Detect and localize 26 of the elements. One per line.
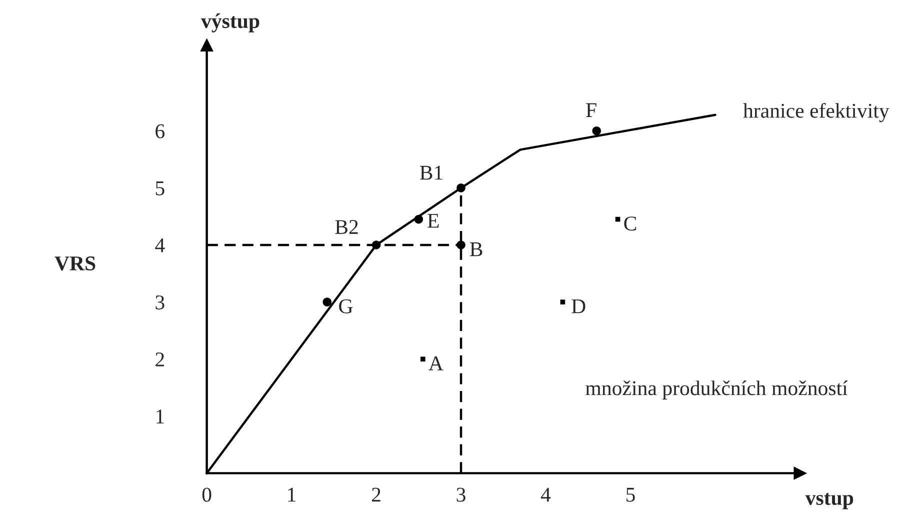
- annotation: A: [428, 356, 444, 370]
- annotation: B1: [420, 166, 442, 180]
- text: VRS: [54, 256, 96, 271]
- y-tick-label: 3: [156, 295, 164, 310]
- x-axis-title: vstup: [805, 493, 854, 510]
- x-tick-label: 2: [372, 488, 380, 502]
- annotation: B2: [335, 220, 358, 234]
- annotation: G: [339, 299, 353, 314]
- annotation: D: [572, 299, 586, 314]
- annotation: F: [586, 103, 596, 117]
- y-tick-label: 2: [156, 352, 164, 366]
- annotation: E: [428, 214, 439, 228]
- x-tick-label: 1: [288, 488, 296, 502]
- x-tick-label: 4: [540, 488, 551, 502]
- x-tick-label: 5: [626, 488, 635, 502]
- y-tick-label: 4: [155, 238, 165, 252]
- y-tick-label: 1: [156, 410, 164, 424]
- y-tick-label: 5: [156, 181, 164, 196]
- annotation: B: [470, 242, 482, 256]
- x-tick-label: 3: [456, 488, 466, 502]
- annotation: C: [624, 216, 636, 231]
- y-tick-label: 6: [156, 124, 165, 138]
- annotation: množina produkčních možností: [586, 380, 848, 400]
- annotation: hranice efektivity: [743, 102, 890, 122]
- x-tick-label: 0: [202, 488, 212, 502]
- y-axis-title: výstup: [201, 13, 260, 32]
